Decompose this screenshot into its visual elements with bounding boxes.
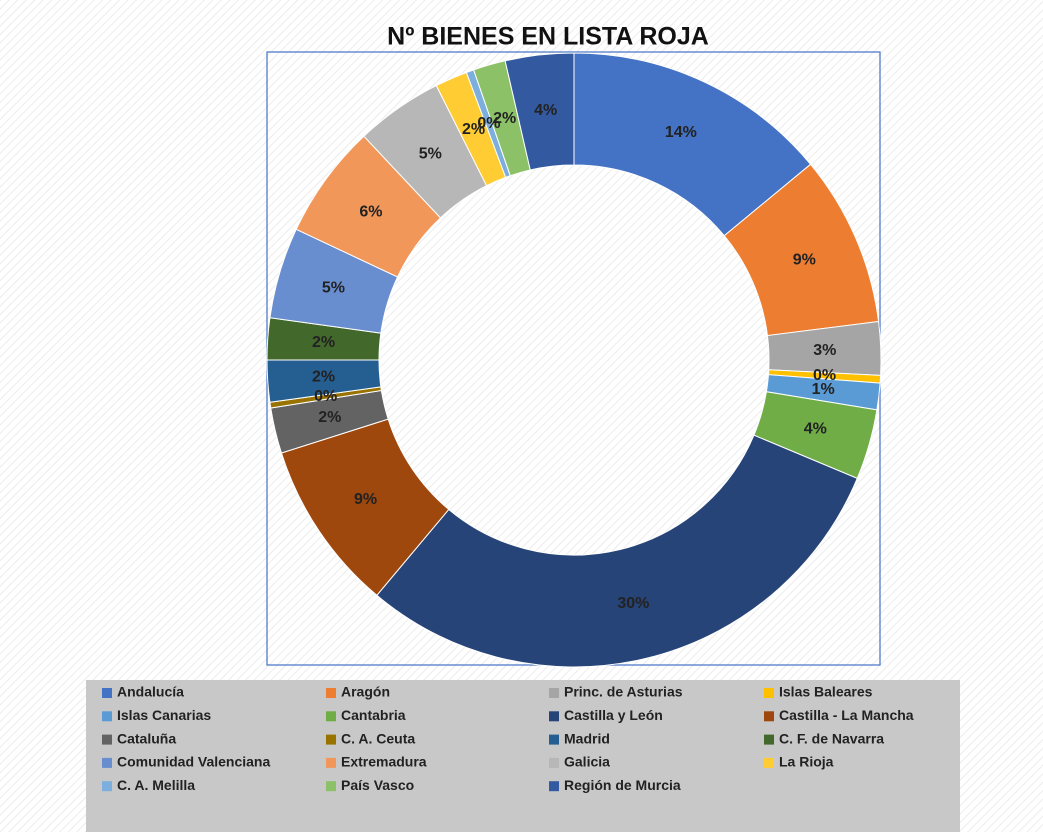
legend-label: Comunidad Valenciana: [117, 754, 270, 770]
data-label: 4%: [534, 102, 557, 119]
legend-label: Galicia: [564, 754, 610, 770]
data-label: 2%: [493, 110, 516, 127]
legend-label: C. A. Ceuta: [341, 730, 415, 746]
legend-label: Madrid: [564, 730, 610, 746]
chart-title: Nº BIENES EN LISTA ROJA: [387, 23, 709, 51]
legend-swatch: [326, 734, 336, 745]
data-label: 5%: [419, 145, 442, 162]
data-label: 0%: [477, 115, 500, 132]
legend-swatch: [326, 688, 336, 698]
legend-label: C. F. de Navarra: [779, 730, 884, 746]
legend-swatch: [326, 781, 336, 792]
legend-label: Castilla y León: [564, 707, 663, 723]
legend-swatch: [549, 734, 559, 745]
legend-label: C. A. Melilla: [117, 777, 195, 793]
legend-swatch: [764, 757, 774, 768]
legend-swatch: [102, 781, 112, 792]
legend-box: [86, 680, 960, 832]
legend-swatch: [326, 757, 336, 768]
legend-swatch: [326, 711, 336, 722]
legend-swatch: [102, 734, 112, 745]
data-label: 0%: [314, 388, 337, 405]
donut-slice: [376, 434, 858, 668]
data-label: 14%: [665, 124, 697, 141]
data-label: 2%: [312, 334, 335, 351]
legend-swatch: [764, 734, 774, 745]
legend-swatch: [549, 781, 559, 792]
data-label: 0%: [813, 367, 836, 384]
legend-label: Región de Murcia: [564, 777, 681, 793]
legend-label: Cantabria: [341, 707, 406, 723]
legend-swatch: [102, 688, 112, 698]
data-label: 1%: [812, 381, 835, 398]
data-label: 30%: [617, 595, 649, 612]
data-label: 2%: [312, 369, 335, 386]
data-label: 4%: [804, 420, 827, 437]
legend-swatch: [764, 688, 774, 698]
legend-label: Princ. de Asturias: [564, 684, 683, 700]
donut-slice: [504, 52, 575, 171]
legend-swatch: [549, 688, 559, 698]
legend-swatch: [102, 757, 112, 768]
legend-label: Castilla - La Mancha: [779, 707, 914, 723]
legend-swatch: [549, 711, 559, 722]
legend-swatch: [549, 757, 559, 768]
legend-label: País Vasco: [341, 777, 414, 793]
data-label: 9%: [793, 252, 816, 269]
legend-label: Islas Canarias: [117, 707, 211, 723]
data-label: 9%: [354, 491, 377, 508]
data-label: 5%: [322, 280, 345, 297]
data-label: 2%: [318, 409, 341, 426]
data-label: 6%: [359, 204, 382, 221]
legend-label: Cataluña: [117, 730, 176, 746]
legend-label: La Rioja: [779, 754, 834, 770]
legend-label: Aragón: [341, 684, 390, 700]
legend-swatch: [764, 711, 774, 722]
legend-swatch: [102, 711, 112, 722]
data-label: 2%: [462, 121, 485, 138]
legend-label: Extremadura: [341, 754, 427, 770]
legend-label: Andalucía: [117, 684, 184, 700]
legend-label: Islas Baleares: [779, 684, 873, 700]
data-label: 3%: [813, 342, 836, 359]
